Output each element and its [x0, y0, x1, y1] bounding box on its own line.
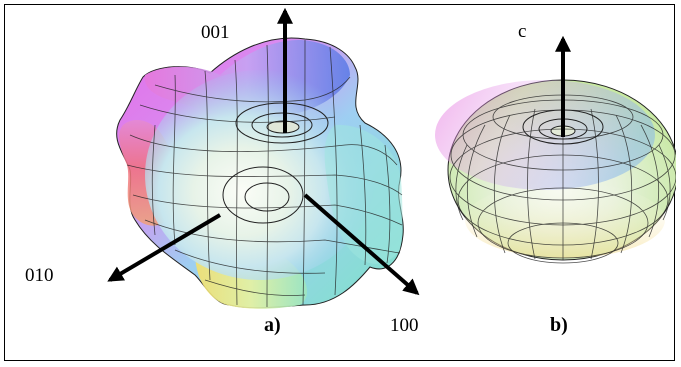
- panel-a-axis-010-label: 010: [25, 265, 54, 286]
- surface-diagram: [107, 7, 676, 309]
- panel-a-axes: [107, 7, 420, 296]
- panel-a-axis-100-arrow: [303, 193, 420, 296]
- panel-b-surface: [435, 79, 676, 264]
- panel-a-label: a): [264, 314, 281, 336]
- panel-b-label: b): [550, 314, 568, 336]
- panel-a-axis-100-label: 100: [390, 315, 419, 336]
- panel-a-front-dimple: [222, 166, 304, 224]
- panel-a-axis-001-label: 001: [201, 22, 230, 43]
- panel-a-mesh: [126, 39, 403, 308]
- panel-a-axis-010-arrow: [107, 213, 222, 282]
- panel-b-axis-c-label: c: [518, 21, 527, 42]
- panel-a-top-dimple: [235, 102, 329, 144]
- panel-a-surface: [116, 37, 404, 309]
- figure-frame: 001 010 100 a) c b): [4, 4, 676, 361]
